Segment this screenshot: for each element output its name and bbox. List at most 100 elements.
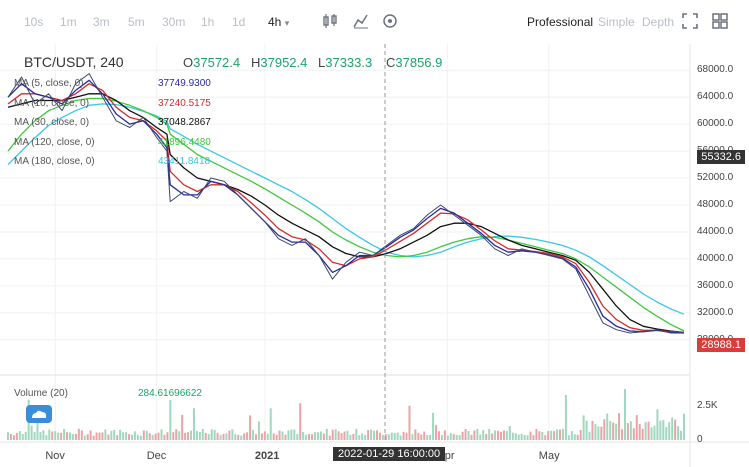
volume-bar: [585, 420, 588, 440]
volume-bar: [550, 430, 553, 440]
volume-bar: [402, 431, 405, 440]
interval-1m[interactable]: 1m: [60, 15, 77, 29]
volume-bar: [435, 425, 438, 440]
volume-bar: [311, 434, 314, 440]
ohlc-low: L37333.3: [318, 55, 372, 70]
volume-bar: [680, 430, 683, 440]
volume-bar: [588, 431, 591, 440]
volume-bar: [523, 435, 526, 440]
mode-depth[interactable]: Depth: [642, 15, 675, 29]
fullscreen-icon[interactable]: [681, 12, 699, 30]
interval-30m[interactable]: 30m: [162, 15, 186, 29]
interval-5m[interactable]: 5m: [128, 15, 145, 29]
volume-bar: [57, 432, 60, 440]
interval-1d[interactable]: 1d: [232, 15, 246, 29]
volume-bar: [609, 420, 612, 440]
volume-bar: [119, 429, 122, 440]
volume-bar: [396, 432, 399, 440]
volume-bar: [222, 433, 225, 440]
volume-bar: [130, 434, 133, 440]
volume-bar: [101, 432, 104, 440]
volume-bar: [364, 435, 367, 440]
volume-bar: [529, 431, 532, 440]
volume-bar: [113, 429, 116, 440]
volume-bar: [488, 429, 491, 440]
layout-grid-icon[interactable]: [711, 12, 729, 30]
volume-bar: [659, 420, 662, 440]
indicators-icon[interactable]: [352, 12, 370, 30]
volume-bar: [328, 435, 331, 440]
volume-bar: [228, 430, 231, 440]
volume-bar: [618, 413, 621, 440]
volume-bar: [591, 420, 594, 440]
interval-1h[interactable]: 1h: [201, 15, 215, 29]
volume-bar: [45, 435, 48, 440]
interval-3m[interactable]: 3m: [93, 15, 110, 29]
volume-bar: [632, 428, 635, 440]
volume-bar: [154, 433, 157, 440]
active-interval-label: 4h: [268, 15, 282, 29]
volume-bar: [381, 434, 384, 440]
volume-bar: [74, 433, 77, 440]
interval-4h-dropdown[interactable]: 4h ▾: [268, 15, 289, 29]
volume-bar: [272, 433, 275, 440]
series-line-ma-120-close-0-: [7, 97, 685, 332]
volume-bar: [499, 431, 502, 440]
volume-bar: [260, 433, 263, 440]
volume-bar: [290, 429, 293, 440]
ma10-label: MA (10, close, 0): [14, 98, 90, 109]
volume-bar: [497, 430, 500, 440]
ohlc-close: C37856.9: [386, 55, 442, 70]
price-tick: 52000.0: [697, 172, 734, 184]
volume-bar: [361, 433, 364, 440]
ma120-label: MA (120, close, 0): [14, 137, 95, 148]
price-tick: 44000.0: [697, 225, 734, 237]
volume-bar: [349, 434, 352, 440]
price-chart[interactable]: [0, 44, 749, 467]
mode-professional[interactable]: Professional: [527, 15, 594, 29]
ohlc-open: O37572.4: [183, 55, 240, 70]
volume-bar: [482, 430, 485, 440]
volume-bar: [464, 429, 467, 440]
volume-bar: [375, 430, 378, 440]
volume-bar: [148, 433, 151, 440]
volume-bar: [246, 432, 249, 440]
volume-bar: [243, 433, 246, 440]
price-tick: 40000.0: [697, 252, 734, 264]
volume-bar: [508, 425, 511, 440]
volume-bar: [48, 429, 51, 440]
volume-bar: [201, 428, 204, 440]
volume-bar: [175, 429, 178, 440]
settings-icon[interactable]: [381, 12, 399, 30]
volume-bar: [128, 434, 131, 440]
price-line: [7, 73, 685, 334]
volume-bar: [597, 426, 600, 440]
volume-bar: [367, 429, 370, 440]
crosshair-time-label: 2022-01-29 16:00:00: [333, 447, 446, 461]
volume-bar: [66, 432, 69, 440]
volume-bar: [139, 435, 142, 440]
volume-bar: [653, 425, 656, 440]
volume-bar: [440, 435, 443, 440]
volume-bar: [541, 431, 544, 440]
interval-10s[interactable]: 10s: [24, 15, 44, 29]
volume-bar: [623, 389, 626, 440]
close-key: C: [386, 55, 396, 70]
time-tick: 2021: [254, 450, 280, 462]
volume-bar: [479, 434, 482, 440]
volume-bar: [564, 395, 567, 440]
candle-style-icon[interactable]: [321, 12, 339, 30]
volume-bar: [210, 429, 213, 440]
volume-bar: [594, 424, 597, 440]
volume-bar: [36, 418, 39, 440]
volume-bar: [305, 434, 308, 440]
volume-bar: [650, 427, 653, 440]
volume-bar: [644, 422, 647, 440]
mode-simple[interactable]: Simple: [598, 15, 635, 29]
volume-bar: [181, 414, 184, 440]
volume-bar: [77, 428, 80, 440]
volume-bar: [485, 433, 488, 440]
volume-bar: [116, 435, 119, 440]
volume-bar: [373, 430, 376, 440]
close-value: 37856.9: [395, 55, 443, 70]
